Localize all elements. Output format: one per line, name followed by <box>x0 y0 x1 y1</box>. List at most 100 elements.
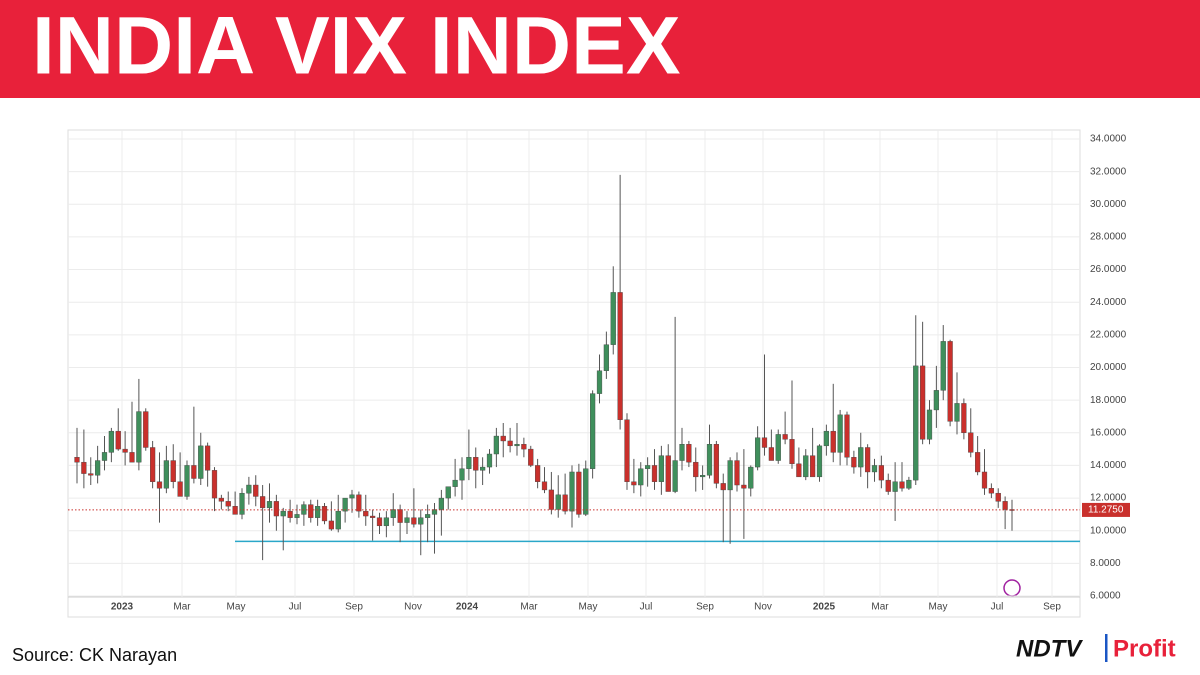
candle-body <box>280 510 286 517</box>
candle-body <box>926 409 933 440</box>
y-tick-label: 14.0000 <box>1090 460 1127 471</box>
candle-body <box>246 484 252 494</box>
x-tick-label: 2023 <box>111 602 134 613</box>
candle-body <box>349 494 355 499</box>
candle-body <box>521 444 527 450</box>
candle-body <box>74 457 80 463</box>
candle-body <box>541 481 548 491</box>
candle-body <box>830 430 836 453</box>
candle-body <box>239 492 245 515</box>
candle-body <box>816 445 823 478</box>
candle-body <box>590 393 596 469</box>
candle-body <box>170 460 176 482</box>
candle-body <box>108 430 114 453</box>
y-tick-label: 12.0000 <box>1090 493 1127 504</box>
candle-body <box>163 460 169 489</box>
candle-body <box>205 445 211 471</box>
candle-body <box>356 494 362 512</box>
candle-body <box>95 460 101 476</box>
x-tick-label: May <box>227 602 246 613</box>
x-tick-label: Jul <box>991 602 1004 613</box>
candle-body <box>184 465 190 497</box>
candle-body <box>335 510 341 530</box>
candle-body <box>748 466 754 489</box>
candle-body <box>383 517 389 527</box>
candle-body <box>315 506 321 518</box>
candle-body <box>390 509 396 518</box>
y-tick-label: 24.0000 <box>1090 297 1127 308</box>
candle-body <box>253 484 259 497</box>
candle-body <box>899 481 905 489</box>
candle-body <box>535 465 541 482</box>
y-tick-label: 20.0000 <box>1090 362 1127 373</box>
candle-body <box>294 514 300 518</box>
candle-body <box>596 370 603 394</box>
candle-body <box>700 475 706 478</box>
candle-body <box>328 520 334 530</box>
candle-body <box>342 497 348 512</box>
candle-body <box>514 444 520 447</box>
candle-body <box>1002 501 1008 510</box>
candle-body <box>975 452 981 473</box>
y-tick-label: 28.0000 <box>1090 232 1127 243</box>
candle-body <box>693 461 699 478</box>
y-tick-label: 30.0000 <box>1090 199 1127 210</box>
candle-body <box>782 434 788 440</box>
candle-body <box>913 365 919 481</box>
candle-body <box>156 481 163 489</box>
candle-body <box>892 481 898 492</box>
candle-body <box>321 506 328 522</box>
candle-body <box>225 501 231 507</box>
candle-body <box>198 445 204 479</box>
candle-body <box>273 501 279 517</box>
candle-body <box>583 468 589 515</box>
x-tick-label: Sep <box>345 602 363 613</box>
candle-body <box>720 483 726 491</box>
candle-body <box>431 509 438 515</box>
plot-frame <box>67 129 1081 618</box>
candle-body <box>920 365 926 440</box>
candle-body <box>101 452 108 461</box>
candle-body <box>493 435 499 455</box>
candle-body <box>796 463 802 478</box>
candle-body <box>576 471 582 515</box>
candle-body <box>706 444 713 476</box>
candle-body <box>679 444 685 461</box>
candle-body <box>803 455 809 478</box>
candle-body <box>837 414 843 453</box>
candle-body <box>287 510 293 518</box>
candle-body <box>981 471 988 489</box>
y-tick-label: 32.0000 <box>1090 166 1127 177</box>
y-tick-label: 22.0000 <box>1090 329 1127 340</box>
candle-body <box>906 479 912 489</box>
candle-body <box>548 489 554 510</box>
candle-body <box>823 430 829 447</box>
candle-body <box>865 447 871 473</box>
x-tick-label: May <box>929 602 948 613</box>
candle-body <box>404 517 410 523</box>
candle-body <box>218 497 224 502</box>
candle-body <box>266 501 273 509</box>
candle-body <box>507 440 513 447</box>
logo-profit: Profit <box>1113 635 1176 662</box>
y-tick-label: 18.0000 <box>1090 395 1127 406</box>
y-tick-label: 10.0000 <box>1090 525 1127 536</box>
watermark-icon <box>1003 579 1021 597</box>
candle-body <box>555 494 561 510</box>
candle-body <box>191 465 197 479</box>
y-tick-label: 16.0000 <box>1090 427 1127 438</box>
candle-body <box>755 437 761 468</box>
candle-body <box>858 447 864 468</box>
candle-body <box>603 344 609 371</box>
candle-body <box>933 390 939 411</box>
last-price-label: 11.2750 <box>1088 505 1124 516</box>
candle-body <box>122 448 128 453</box>
x-tick-label: Jul <box>640 602 653 613</box>
candle-body <box>486 453 493 468</box>
candle-body <box>775 434 781 461</box>
candle-body <box>397 509 403 523</box>
candle-body <box>665 455 671 492</box>
logo-ndtv: NDTV <box>1016 635 1083 662</box>
candle-body <box>411 517 417 525</box>
